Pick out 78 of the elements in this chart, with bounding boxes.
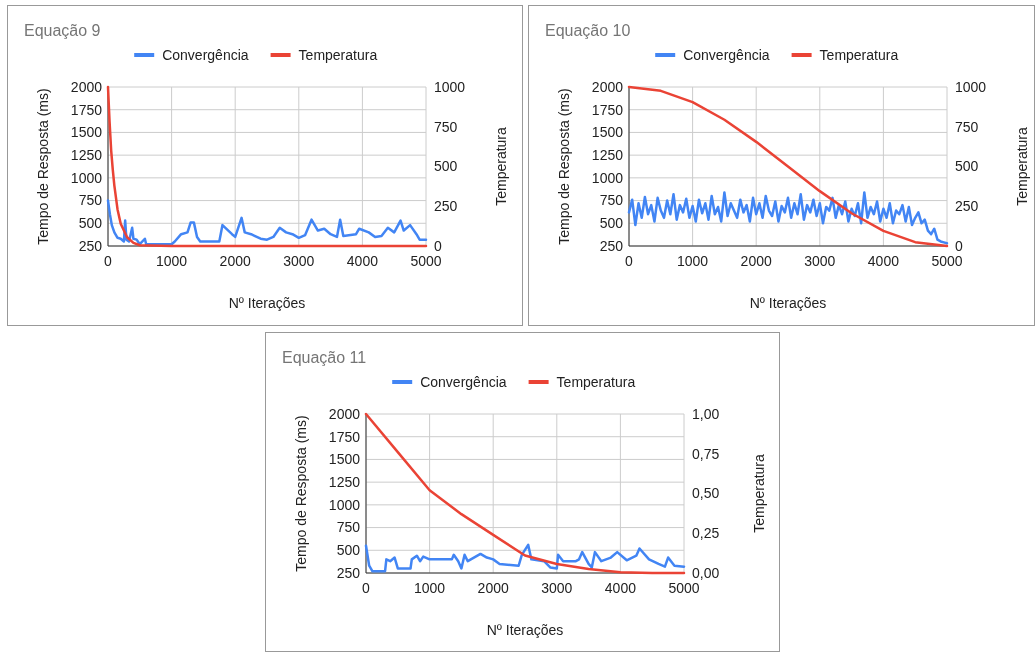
chart-title: Equação 9 — [24, 22, 101, 39]
x-tick-label: 3000 — [283, 253, 315, 269]
y-tick-label: 1500 — [328, 451, 361, 468]
y-tick-label: 2000 — [591, 78, 624, 95]
y-tick-label: 500 — [78, 215, 103, 232]
x-tick-label: 4000 — [867, 253, 900, 269]
x-tick-label: 3000 — [804, 253, 836, 269]
y-axis-title: Tempo de Resposta (ms) — [293, 415, 309, 572]
x-axis-title: Nº Iterações — [228, 295, 306, 311]
y-tick-label: 1750 — [328, 428, 361, 445]
line-series — [106, 85, 428, 248]
chart-title: Equação 10 — [545, 22, 631, 39]
y-tick-label: 750 — [599, 192, 624, 209]
y2-tick-label: 1000 — [955, 78, 987, 95]
y-tick-label: 250 — [78, 237, 103, 254]
x-tick-label: 2000 — [219, 253, 251, 269]
y-tick-label: 1000 — [328, 496, 361, 513]
y-tick-label: 2000 — [70, 78, 103, 95]
y-tick-label: 500 — [599, 215, 624, 232]
y-axis-title: Tempo de Resposta (ms) — [556, 88, 572, 245]
x-tick-label: 5000 — [410, 253, 442, 269]
x-axis-title: Nº Iterações — [486, 622, 564, 638]
x-tick-label: 0 — [104, 253, 113, 269]
y-tick-label: 1000 — [70, 169, 103, 186]
legend-label: Temperatura — [819, 47, 899, 63]
x-tick-label: 0 — [625, 253, 634, 269]
y2-tick-label: 500 — [434, 158, 458, 175]
y2-tick-label: 0,00 — [692, 564, 720, 581]
y-tick-label: 1500 — [70, 124, 103, 141]
y2-tick-label: 500 — [955, 158, 979, 175]
y-tick-label: 1750 — [70, 101, 103, 118]
line-series — [627, 85, 949, 248]
x-tick-label: 1000 — [677, 253, 709, 269]
y-tick-label: 750 — [336, 519, 361, 536]
legend-label: Temperatura — [298, 47, 378, 63]
y-tick-label: 1750 — [591, 101, 624, 118]
y-tick-label: 2000 — [328, 405, 361, 422]
y2-tick-label: 0,50 — [692, 485, 720, 502]
x-tick-label: 1000 — [156, 253, 188, 269]
y-axis-title: Tempo de Resposta (ms) — [35, 88, 51, 245]
legend-label: Temperatura — [556, 374, 636, 390]
y-tick-label: 750 — [78, 192, 103, 209]
x-tick-label: 5000 — [668, 580, 700, 596]
x-tick-label: 2000 — [477, 580, 509, 596]
y-tick-label: 1000 — [591, 169, 624, 186]
chart-title: Equação 11 — [282, 349, 367, 366]
y2-tick-label: 0,25 — [692, 525, 720, 542]
x-tick-label: 4000 — [604, 580, 637, 596]
y2-axis-title: Temperatura — [493, 126, 509, 206]
y-tick-label: 250 — [336, 564, 361, 581]
y-tick-label: 1250 — [328, 474, 361, 491]
legend-label: Convergência — [162, 47, 249, 63]
x-tick-label: 5000 — [931, 253, 963, 269]
y2-tick-label: 0 — [434, 237, 442, 254]
y2-tick-label: 250 — [434, 198, 458, 215]
y-tick-label: 500 — [336, 542, 361, 559]
y-tick-label: 1500 — [591, 124, 624, 141]
x-tick-label: 1000 — [414, 580, 446, 596]
line-series — [364, 412, 686, 575]
y2-axis-title: Temperatura — [1014, 126, 1030, 206]
y2-tick-label: 750 — [434, 118, 458, 135]
legend-label: Convergência — [420, 374, 507, 390]
y2-tick-label: 750 — [955, 118, 979, 135]
y-tick-label: 1250 — [591, 147, 624, 164]
y-tick-label: 1250 — [70, 147, 103, 164]
y2-tick-label: 1000 — [434, 78, 466, 95]
legend-label: Convergência — [683, 47, 770, 63]
x-tick-label: 3000 — [541, 580, 573, 596]
y2-axis-title: Temperatura — [751, 453, 767, 533]
y2-tick-label: 250 — [955, 198, 979, 215]
x-axis-title: Nº Iterações — [749, 295, 827, 311]
x-tick-label: 0 — [362, 580, 371, 596]
y2-tick-label: 0,75 — [692, 445, 720, 462]
x-tick-label: 4000 — [346, 253, 379, 269]
x-tick-label: 2000 — [740, 253, 772, 269]
y-tick-label: 250 — [599, 237, 624, 254]
y2-tick-label: 1,00 — [692, 405, 720, 422]
y2-tick-label: 0 — [955, 237, 963, 254]
